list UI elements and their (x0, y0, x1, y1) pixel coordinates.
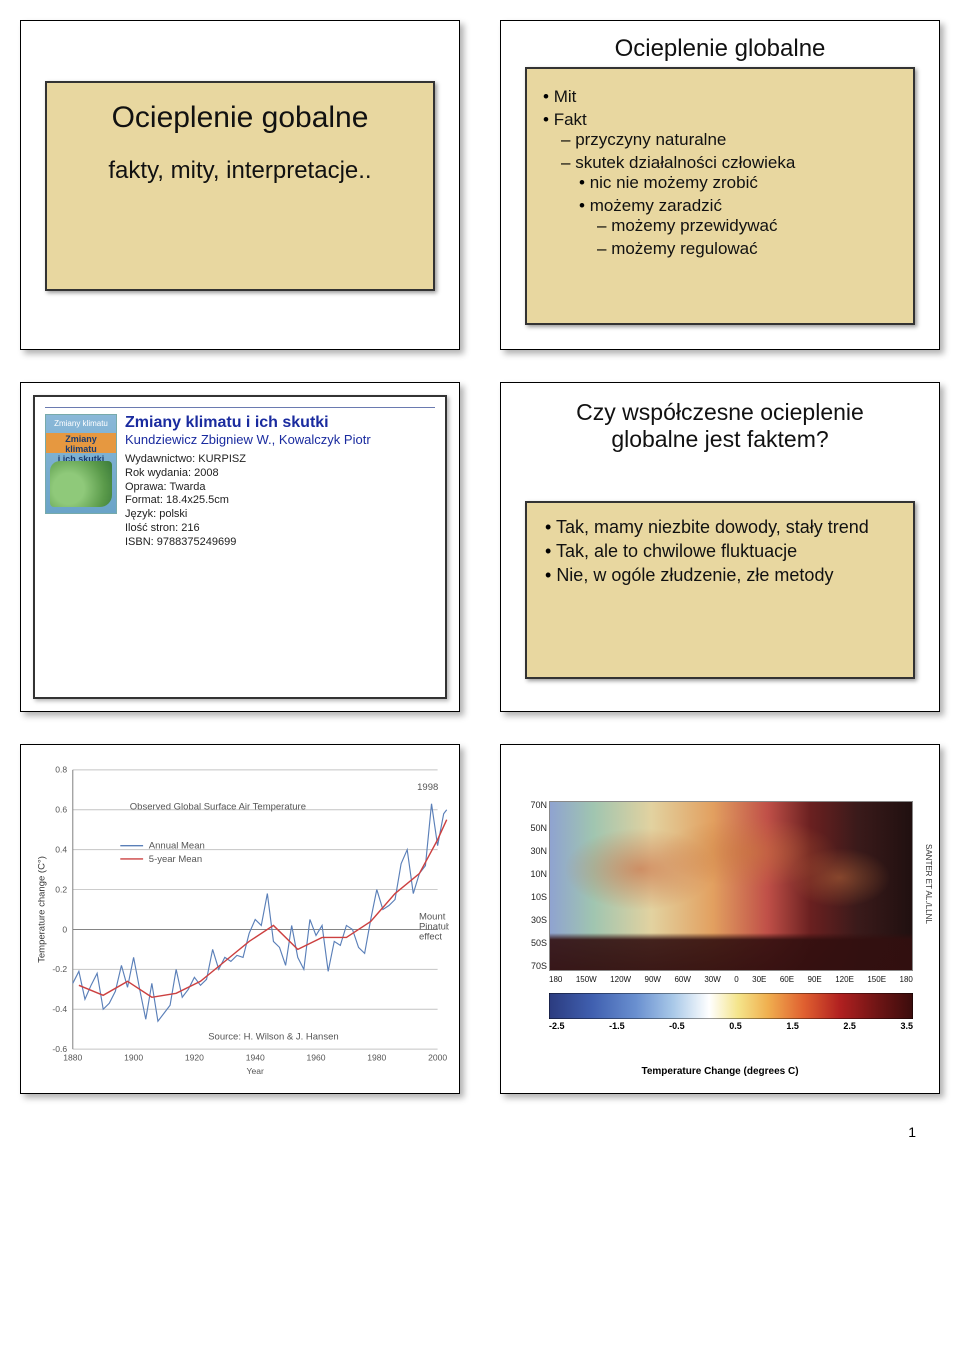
map-caption: Temperature Change (degrees C) (501, 1066, 939, 1077)
svg-text:1900: 1900 (124, 1053, 143, 1063)
slide-heading: Ocieplenie globalne (501, 35, 939, 63)
colorbar-ticks: -2.5-1.5-0.50.51.52.53.5 (549, 1021, 913, 1031)
svg-text:Observed Global Surface Air Te: Observed Global Surface Air Temperature (130, 802, 306, 813)
bullet-item: Tak, mamy niezbite dowody, stały trend (545, 517, 897, 538)
slide-outline: Ocieplenie globalne Mit Fakt przyczyny n… (500, 20, 940, 350)
svg-text:1960: 1960 (306, 1053, 325, 1063)
divider (45, 407, 435, 408)
svg-text:-0.4: -0.4 (52, 1004, 67, 1014)
bullet-item: Tak, ale to chwilowe fluktuacje (545, 541, 897, 562)
book-authors: Kundziewicz Zbigniew W., Kowalczyk Piotr (125, 432, 371, 447)
slide-question: Czy współczesne ocieplenie globalne jest… (500, 382, 940, 712)
bullet-item: Mit (543, 87, 899, 107)
book-card: Zmiany klimatu Zmiany klimatu i ich skut… (33, 395, 447, 699)
slide-temperature-map: 70N50N30N10N10S30S50S70S 180150W120W90W6… (500, 744, 940, 1094)
slide-book: Zmiany klimatu Zmiany klimatu i ich skut… (20, 382, 460, 712)
svg-text:0.6: 0.6 (55, 805, 67, 815)
page-number: 1 (20, 1124, 940, 1140)
slide-temperature-chart: -0.6-0.4-0.200.20.40.60.8188019001920194… (20, 744, 460, 1094)
bullet-item: skutek działalności człowieka nic nie mo… (561, 153, 899, 259)
line-chart: -0.6-0.4-0.200.20.40.60.8188019001920194… (31, 753, 449, 1085)
svg-text:1940: 1940 (246, 1053, 265, 1063)
svg-text:0.4: 0.4 (55, 845, 67, 855)
book-cover-image: Zmiany klimatu Zmiany klimatu i ich skut… (45, 414, 117, 514)
bullet-item: przyczyny naturalne (561, 130, 899, 150)
main-title: Ocieplenie gobalne (61, 101, 419, 135)
bullet-item: Fakt przyczyny naturalne skutek działaln… (543, 110, 899, 259)
title-box: Ocieplenie gobalne fakty, mity, interpre… (45, 81, 435, 291)
svg-text:0: 0 (62, 924, 67, 934)
book-metadata: Wydawnictwo: KURPISZ Rok wydania: 2008 O… (125, 453, 371, 549)
slide-heading: Czy współczesne ocieplenie globalne jest… (521, 399, 919, 453)
book-title: Zmiany klimatu i ich skutki (125, 414, 371, 432)
slide-title: Ocieplenie gobalne fakty, mity, interpre… (20, 20, 460, 350)
svg-text:Year: Year (247, 1066, 264, 1076)
bullet-item: nic nie możemy zrobić (579, 173, 899, 193)
svg-text:0.8: 0.8 (55, 765, 67, 775)
svg-text:Temperature change (C°): Temperature change (C°) (36, 856, 47, 963)
bullet-item: Nie, w ogóle złudzenie, złe metody (545, 565, 897, 586)
svg-text:0.2: 0.2 (55, 884, 67, 894)
svg-text:2000: 2000 (428, 1053, 447, 1063)
world-heatmap (549, 801, 913, 971)
svg-text:Source: H. Wilson & J. Hansen: Source: H. Wilson & J. Hansen (208, 1032, 338, 1043)
svg-text:effect: effect (419, 931, 442, 942)
svg-text:1998: 1998 (417, 782, 438, 793)
svg-text:5-year Mean: 5-year Mean (149, 854, 202, 865)
bullet-item: możemy zaradzić możemy przewidywać możem… (579, 196, 899, 259)
bullet-list: Tak, mamy niezbite dowody, stały trend T… (543, 517, 897, 586)
longitude-labels: 180150W120W90W60W30W030E60E90E120E150E18… (549, 975, 913, 984)
content-box: Tak, mamy niezbite dowody, stały trend T… (525, 501, 915, 679)
svg-text:-0.2: -0.2 (52, 964, 67, 974)
map-source-label: SANTER ET AL./LLNL (924, 815, 933, 953)
svg-text:Annual Mean: Annual Mean (149, 841, 205, 852)
latitude-labels: 70N50N30N10N10S30S50S70S (525, 801, 547, 971)
colorbar (549, 993, 913, 1019)
bullet-item: możemy regulować (597, 239, 899, 259)
bullet-list: Mit Fakt przyczyny naturalne skutek dzia… (541, 87, 899, 259)
svg-text:1980: 1980 (367, 1053, 386, 1063)
svg-text:1920: 1920 (185, 1053, 204, 1063)
subtitle: fakty, mity, interpretacje.. (61, 157, 419, 185)
content-box: Mit Fakt przyczyny naturalne skutek dzia… (525, 67, 915, 325)
svg-text:1880: 1880 (63, 1053, 82, 1063)
bullet-item: możemy przewidywać (597, 216, 899, 236)
